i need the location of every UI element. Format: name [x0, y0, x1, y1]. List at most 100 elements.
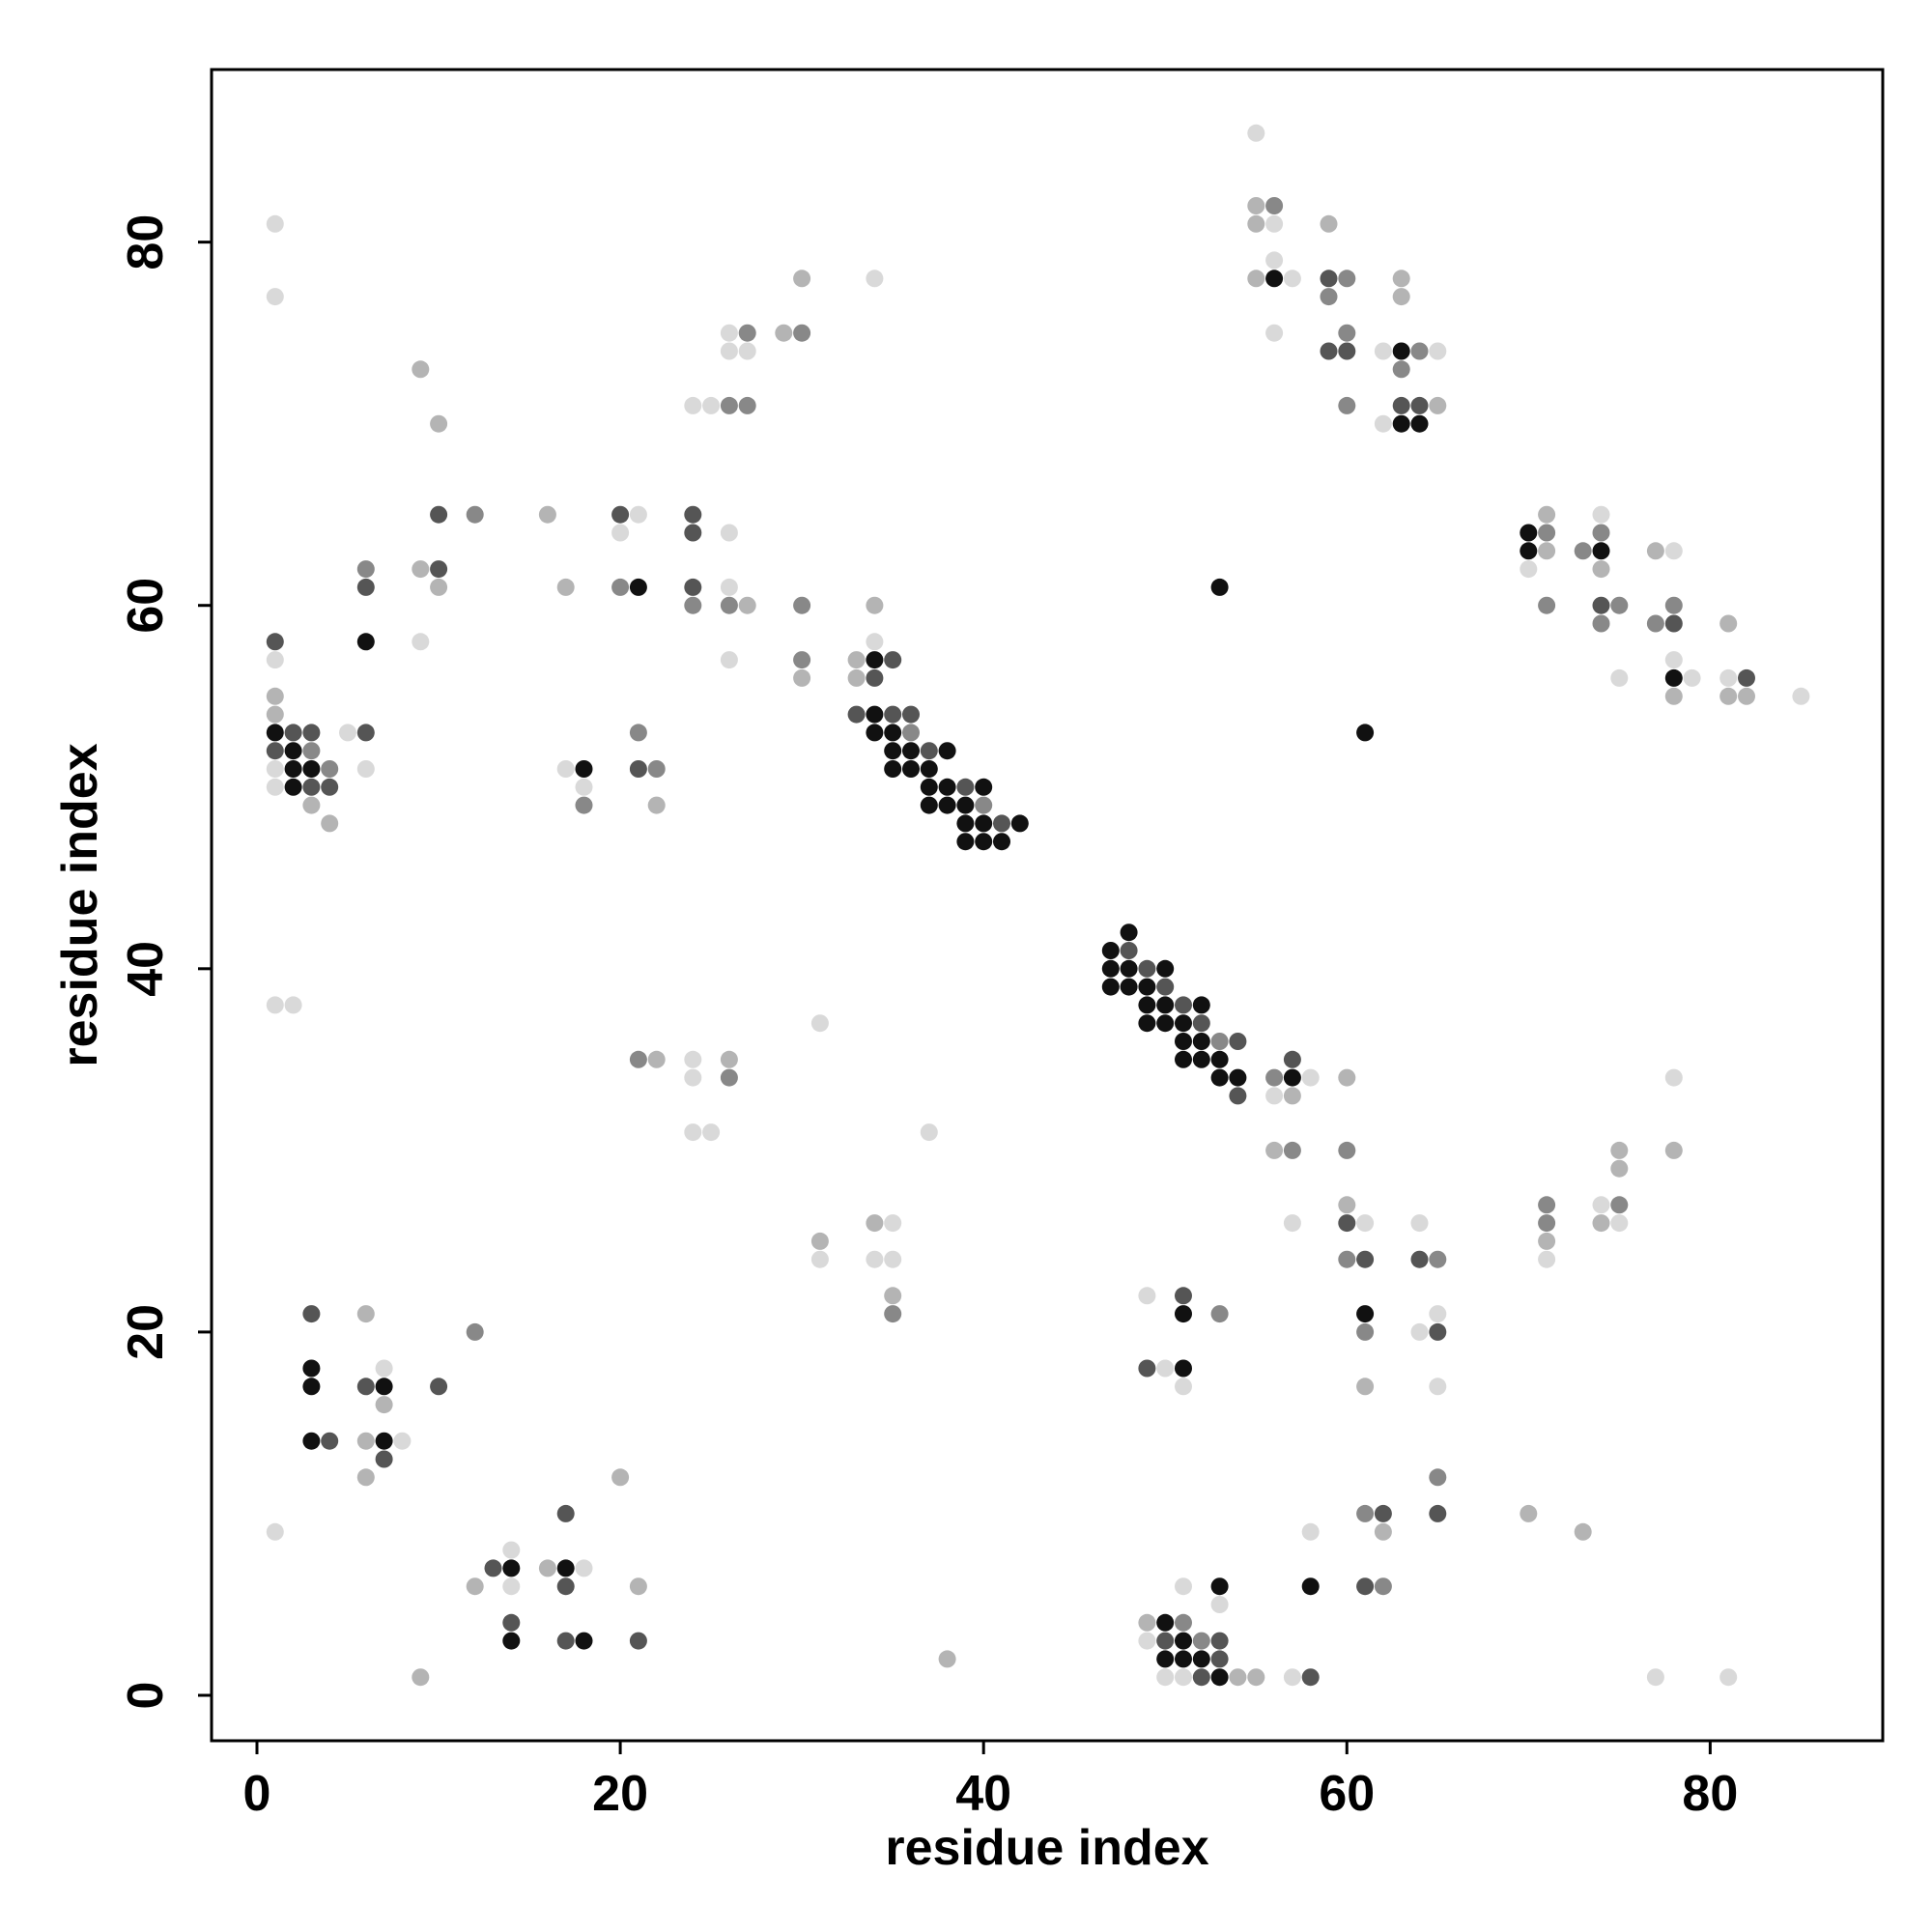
contact-point [702, 1123, 721, 1142]
contact-point [1175, 1305, 1192, 1323]
contact-point [884, 742, 902, 760]
contact-point [1283, 1214, 1301, 1233]
contact-point [1338, 1068, 1356, 1087]
contact-point [956, 833, 975, 851]
contact-point [1192, 1050, 1210, 1068]
contact-point [1192, 1033, 1210, 1050]
contact-point [1538, 1214, 1556, 1233]
contact-point [502, 1632, 521, 1650]
contact-point [556, 1504, 575, 1522]
contact-point [302, 796, 321, 814]
contact-point [866, 1250, 884, 1268]
contact-point [1283, 1668, 1301, 1687]
contact-point [1265, 1068, 1284, 1087]
contact-point [1592, 505, 1610, 524]
contact-point [866, 668, 884, 687]
contact-point [575, 760, 593, 778]
contact-point [629, 760, 647, 778]
contact-point [884, 724, 902, 742]
contact-point [720, 1068, 738, 1087]
y-tick-label: 0 [118, 1682, 174, 1710]
contact-point [975, 814, 993, 833]
contact-point [1192, 1668, 1210, 1687]
contact-point [1338, 342, 1356, 360]
contact-point [1410, 1322, 1429, 1341]
contact-point [1356, 1250, 1375, 1268]
contact-point [575, 796, 593, 814]
contact-point [1374, 1522, 1392, 1541]
contact-point [1283, 1141, 1301, 1159]
contact-point [1664, 614, 1683, 633]
contact-point [1719, 1668, 1738, 1687]
contact-point [1592, 560, 1610, 579]
contact-point [720, 342, 738, 360]
contact-point [684, 1068, 702, 1087]
contact-point [1175, 1378, 1192, 1396]
x-tick-label: 60 [1319, 1766, 1375, 1822]
contact-point [1610, 1196, 1629, 1214]
contact-point [1192, 1632, 1210, 1650]
contact-point [1429, 1322, 1447, 1341]
contact-point [1265, 197, 1284, 214]
contact-point [1392, 360, 1410, 379]
contact-point [302, 724, 321, 742]
contact-point [339, 724, 356, 742]
contact-point [1229, 1087, 1247, 1105]
contact-point [1156, 1632, 1175, 1650]
contact-point [575, 1632, 593, 1650]
contact-point [1156, 959, 1175, 978]
contact-point [1192, 1014, 1210, 1033]
contact-point [284, 760, 302, 778]
contact-point [1301, 1668, 1320, 1687]
contact-point [302, 742, 321, 760]
contact-point [1392, 396, 1410, 414]
contact-point [538, 1559, 556, 1577]
contact-point [647, 760, 666, 778]
contact-point [466, 1322, 484, 1341]
contact-point [956, 814, 975, 833]
contact-point [1138, 1632, 1156, 1650]
contact-point [302, 1432, 321, 1450]
contact-point [1592, 1196, 1610, 1214]
contact-point [1392, 270, 1410, 288]
contact-point [975, 833, 993, 851]
contact-point [502, 1559, 521, 1577]
points-layer [266, 124, 1810, 1687]
contact-point [356, 1305, 375, 1323]
x-tick-label: 0 [243, 1766, 271, 1822]
contact-point [1156, 1650, 1175, 1668]
contact-point [375, 1359, 393, 1378]
contact-point [920, 1123, 938, 1142]
contact-point [720, 396, 738, 414]
contact-point [920, 796, 938, 814]
contact-point [866, 1214, 884, 1233]
contact-point [1247, 1668, 1265, 1687]
y-axis: 0 20 40 60 80 [118, 214, 212, 1710]
contact-point [1175, 1577, 1192, 1596]
contact-point [1374, 1504, 1392, 1522]
contact-point [266, 1522, 284, 1541]
contact-point [266, 651, 284, 669]
contact-point [993, 833, 1010, 851]
contact-point [1338, 1196, 1356, 1214]
contact-point [1719, 687, 1738, 705]
contact-point [302, 778, 321, 796]
contact-point [866, 651, 884, 669]
contact-point [1410, 396, 1429, 414]
contact-point [884, 1305, 902, 1323]
contact-point [1538, 596, 1556, 614]
contact-point [938, 778, 956, 796]
contact-point [1338, 1250, 1356, 1268]
contact-point [611, 578, 630, 596]
contact-point [1338, 1214, 1356, 1233]
contact-point [1301, 1522, 1320, 1541]
contact-point [1792, 687, 1810, 705]
contact-point [1175, 1014, 1192, 1033]
contact-point [1646, 1668, 1664, 1687]
plot-frame [210, 68, 1885, 1743]
contact-point [1247, 197, 1265, 214]
contact-point [1210, 1650, 1229, 1668]
contact-point [375, 1450, 393, 1468]
contact-point [793, 324, 811, 342]
